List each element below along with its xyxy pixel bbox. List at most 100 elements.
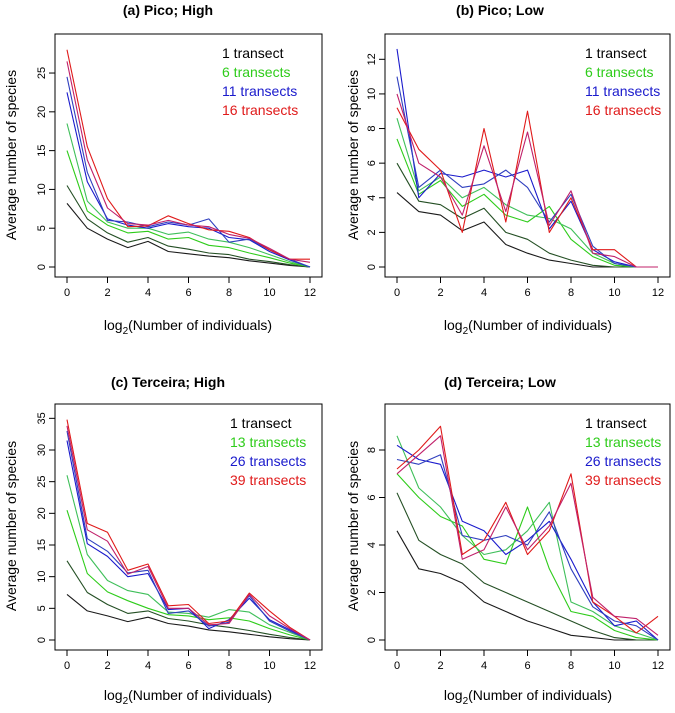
panel-1-series-line-5: [66, 92, 311, 268]
panel-2-legend-entry-4: 16 transects: [585, 102, 661, 118]
panel-1-series-line-7: [66, 49, 310, 260]
panel-4-x-tick-label: 12: [652, 660, 664, 672]
panel-1-series-line-3: [66, 150, 311, 268]
panel-4-x-tick-label: 10: [608, 660, 620, 672]
panel-1-series-line-1: [66, 203, 311, 268]
panel-4-x-tick-label: 2: [437, 660, 443, 672]
panel-3-series-line-4: [66, 475, 311, 641]
panel-4-legend-entry-2: 13 transects: [585, 434, 661, 450]
panel-1-legend-entry-1: 1 transect: [222, 45, 284, 61]
panel-3-series-line-5: [66, 440, 311, 641]
panel-2-y-axis-label: Average number of species: [345, 70, 361, 240]
panel-1-series-line-8: [66, 61, 311, 263]
panel-2-x-tick-label: 12: [652, 287, 664, 299]
panel-3-y-tick-label: 10: [36, 571, 48, 583]
panel-4-y-tick-label: 2: [366, 589, 378, 595]
panel-2-series-line-5: [396, 48, 658, 268]
panel-3-series-line-7: [66, 419, 311, 641]
panel-2-x-axis-label: log2(Number of individuals): [444, 317, 612, 337]
panel-2-x-tick-label: 2: [437, 287, 443, 299]
panel-3-series-line-8: [66, 425, 311, 641]
panel-3-series-line-1: [66, 593, 311, 641]
panel-1-y-tick-label: 25: [36, 67, 48, 79]
panel-1-y-tick-label: 0: [36, 264, 48, 270]
panel-4-series-line-3: [396, 473, 659, 641]
panel-3-series-line-3: [66, 510, 311, 641]
panel-1-legend-entry-2: 6 transects: [222, 64, 290, 80]
panel-2-series-line-2: [396, 162, 658, 268]
panel-4-legend-entry-1: 1 transect: [585, 415, 647, 431]
panel-1-x-tick-label: 0: [64, 287, 70, 299]
panel-3-legend-entry-1: 1 transect: [230, 415, 292, 431]
panel-4-legend-entry-4: 39 transects: [585, 472, 661, 488]
panel-1-x-tick-label: 2: [104, 287, 110, 299]
panel-4-series-line-1: [396, 530, 658, 641]
panel-1-x-tick-label: 8: [226, 287, 232, 299]
panel-4-series-line-5: [396, 444, 659, 641]
panel-1-y-tick-label: 10: [36, 183, 48, 195]
panel-1-x-tick-label: 10: [263, 287, 275, 299]
panel-2-series-line-8: [396, 93, 658, 268]
panel-4-series-line-2: [396, 492, 658, 641]
panel-4-series-line-8: [396, 435, 659, 636]
panel-3-y-tick-label: 35: [36, 412, 48, 424]
panel-4-title: (d) Terceira; Low: [444, 374, 556, 390]
panel-1-series-line-4: [66, 123, 311, 268]
panel-3-x-tick-label: 12: [304, 660, 316, 672]
panel-1-series-line-2: [66, 185, 311, 268]
panel-2-legend-entry-3: 11 transects: [585, 83, 660, 99]
panel-2-y-tick-label: 10: [366, 88, 378, 100]
panel-1-legend-entry-4: 16 transects: [222, 102, 298, 118]
panel-4-x-tick-label: 8: [568, 660, 574, 672]
panel-4-y-tick-label: 8: [366, 447, 378, 453]
panel-3-y-tick-label: 0: [36, 637, 48, 643]
panel-4-y-tick-label: 0: [366, 637, 378, 643]
panel-1-x-tick-label: 4: [145, 287, 151, 299]
panel-3-x-tick-label: 2: [104, 660, 110, 672]
panel-3-legend-entry-2: 13 transects: [230, 434, 306, 450]
panel-1-x-tick-label: 12: [304, 287, 316, 299]
panel-2-title: (b) Pico; Low: [456, 2, 544, 18]
panel-2-x-tick-label: 10: [608, 287, 620, 299]
panel-3-series-line-2: [66, 560, 311, 641]
panel-4-y-tick-label: 6: [366, 494, 378, 500]
panel-3-legend-entry-4: 39 transects: [230, 472, 306, 488]
panel-4-x-tick-label: 0: [394, 660, 400, 672]
panel-1-y-axis-label: Average number of species: [3, 70, 19, 240]
panel-4-y-axis-label: Average number of species: [345, 441, 361, 611]
panel-4-y-tick-label: 4: [366, 542, 378, 548]
panel-1-x-tick-label: 6: [185, 287, 191, 299]
panel-2-x-tick-label: 0: [394, 287, 400, 299]
panel-2-y-tick-label: 6: [366, 160, 378, 166]
panel-2-x-tick-label: 8: [568, 287, 574, 299]
panel-3-y-tick-label: 20: [36, 507, 48, 519]
panel-3-y-axis-label: Average number of species: [3, 441, 19, 611]
panel-4-x-axis-label: log2(Number of individuals): [444, 687, 612, 707]
panel-2-series-line-3: [396, 138, 658, 268]
panel-3-y-tick-label: 15: [36, 539, 48, 551]
panel-2-legend-entry-2: 6 transects: [585, 64, 653, 80]
panel-3-x-tick-label: 0: [64, 660, 70, 672]
panel-1-y-tick-label: 5: [36, 225, 48, 231]
panel-3-x-tick-label: 10: [263, 660, 275, 672]
panel-4-x-tick-label: 6: [524, 660, 530, 672]
panel-2-y-tick-label: 12: [366, 53, 378, 65]
panel-3-x-tick-label: 4: [145, 660, 151, 672]
panel-1-x-axis-label: log2(Number of individuals): [104, 317, 272, 337]
panel-2-y-tick-label: 2: [366, 229, 378, 235]
panel-2-series-line-4: [396, 118, 658, 268]
panel-2-y-tick-label: 8: [366, 125, 378, 131]
panel-2-y-tick-label: 4: [366, 195, 378, 201]
panel-2-legend-entry-1: 1 transect: [585, 45, 647, 61]
panel-3-y-tick-label: 5: [36, 605, 48, 611]
panel-3-title: (c) Terceira; High: [111, 374, 225, 390]
panel-3-y-tick-label: 25: [36, 476, 48, 488]
panel-1-y-tick-label: 20: [36, 106, 48, 118]
panel-2-x-tick-label: 4: [481, 287, 487, 299]
panel-4-legend-entry-3: 26 transects: [585, 453, 661, 469]
panel-3-y-tick-label: 30: [36, 444, 48, 456]
panel-2-x-tick-label: 6: [524, 287, 530, 299]
panel-3-series-line-6: [66, 430, 311, 641]
